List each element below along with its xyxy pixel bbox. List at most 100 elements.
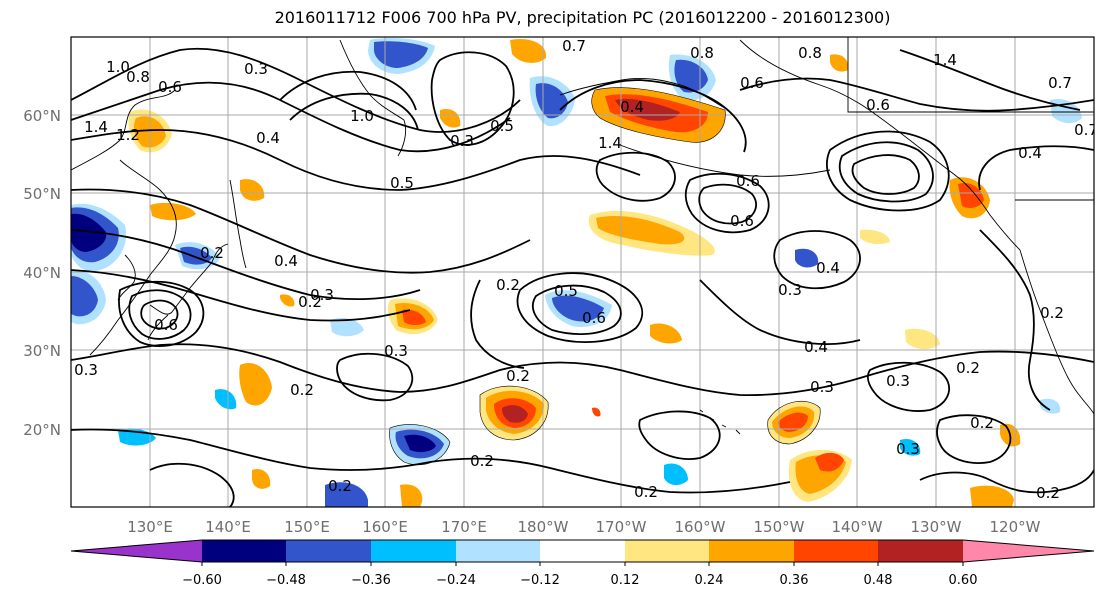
- contour-label: 0.2: [970, 414, 994, 432]
- contour-label: 0.4: [816, 259, 840, 277]
- longitude-label: 130°W: [911, 518, 962, 536]
- positive-precip-area: [860, 229, 890, 245]
- longitude-labels: 130°E 140°E 150°E 160°E 170°E 180°W 170°W 160°W…: [127, 518, 1040, 536]
- aleutian-islands: [619, 144, 831, 177]
- pv-contour-line: [739, 77, 1094, 112]
- positive-precip-area: [592, 407, 601, 417]
- pv-contour-line: [71, 129, 641, 191]
- coastlines: [71, 37, 1094, 435]
- contour-label: 0.2: [506, 367, 530, 385]
- positive-precip-area: [402, 309, 426, 325]
- negative-precip-area: [325, 482, 368, 507]
- pv-contour-line: [899, 49, 1081, 111]
- negative-precip-area: [374, 41, 428, 68]
- contour-label: 0.3: [244, 60, 268, 78]
- contour-label: 0.8: [798, 44, 822, 62]
- positive-precip-area: [650, 323, 682, 344]
- latitude-label: 60°N: [23, 107, 61, 125]
- pv-contour-line: [838, 141, 934, 203]
- contour-label: 0.6: [736, 172, 760, 190]
- contour-label: 1.2: [116, 126, 140, 144]
- pv-contour-line: [919, 469, 1094, 494]
- positive-precip-area: [830, 54, 849, 72]
- positive-precip-area: [150, 202, 196, 221]
- kamchatka-coastline: [339, 39, 407, 157]
- contour-label: 0.5: [390, 174, 414, 192]
- contour-label: 1.0: [350, 107, 374, 125]
- contour-label: 0.2: [956, 359, 980, 377]
- pv-contour-line: [118, 280, 205, 347]
- pv-contour-line: [531, 284, 622, 335]
- latitude-label: 40°N: [23, 264, 61, 282]
- pv-contour-line: [826, 130, 950, 212]
- positive-precip-area: [905, 328, 940, 350]
- pv-contour-line: [979, 229, 1051, 411]
- contour-label: 0.6: [158, 78, 182, 96]
- positive-precip-area: [280, 294, 295, 307]
- sakhalin-coastline: [229, 179, 247, 269]
- contour-label: 0.6: [866, 96, 890, 114]
- positive-precip-area: [400, 484, 423, 507]
- contour-label: 0.8: [690, 44, 714, 62]
- pv-contour-line: [773, 230, 861, 290]
- pv-contour-line: [128, 289, 192, 340]
- colorbar-tick-label: −0.48: [266, 573, 306, 588]
- map-frame: [70, 36, 1095, 508]
- longitude-label: 160°E: [362, 518, 408, 536]
- pv-contour-line: [936, 414, 1012, 464]
- contour-label: 0.6: [730, 212, 754, 230]
- colorbar-tick-label: −0.12: [520, 573, 560, 588]
- contour-label: 0.4: [274, 252, 298, 270]
- contour-label: 0.3: [450, 132, 474, 150]
- contour-label: 1.0: [106, 58, 130, 76]
- contour-label: 0.2: [634, 483, 658, 501]
- contour-label: 0.4: [1018, 144, 1042, 162]
- contour-label: 0.2: [470, 452, 494, 470]
- positive-precip-area: [502, 405, 528, 423]
- longitude-label: 130°E: [127, 518, 173, 536]
- positive-precip-area: [596, 215, 685, 245]
- pv-contour-line: [684, 172, 770, 234]
- colorbar-segment: [794, 540, 878, 562]
- negative-precip-area: [1040, 398, 1061, 414]
- contour-label: 0.2: [328, 477, 352, 495]
- positive-precip-area: [252, 468, 271, 489]
- contour-label: 0.3: [74, 361, 98, 379]
- contour-label: 0.2: [1040, 304, 1064, 322]
- latitude-labels: 60°N 50°N 40°N 30°N 20°N: [23, 107, 61, 439]
- negative-precip-area: [795, 248, 819, 268]
- positive-precip-area: [778, 412, 808, 432]
- pv-contour-line: [336, 352, 414, 402]
- contour-label: 0.6: [154, 316, 178, 334]
- contour-label: 0.6: [582, 309, 606, 327]
- contour-label: 0.7: [562, 37, 586, 55]
- contour-label: 0.4: [804, 338, 828, 356]
- contour-label: 0.2: [496, 276, 520, 294]
- positive-precip-area: [815, 452, 844, 472]
- pv-contour-line: [71, 343, 1094, 397]
- longitude-label: 150°E: [284, 518, 330, 536]
- negative-precip-area: [900, 438, 921, 456]
- pv-contour-line: [851, 154, 920, 195]
- contour-label: 0.3: [896, 440, 920, 458]
- alaska-coastline: [559, 39, 1021, 251]
- contour-label: 0.2: [200, 244, 224, 262]
- contour-labels: 1.00.80.60.30.7 0.8 0.8 1.40.71.4 1.2 0.41.00…: [74, 37, 1094, 502]
- contour-label: 1.4: [84, 118, 108, 136]
- pv-contour-line: [140, 299, 179, 330]
- negative-precip-area: [215, 389, 237, 410]
- pv-contour-line: [638, 410, 721, 460]
- contour-label: 0.4: [256, 129, 280, 147]
- colorbar-tick-labels: −0.60 −0.48 −0.36 −0.24 −0.12 0.12 0.24 0.36 0.4…: [182, 562, 977, 588]
- positive-precip-area: [240, 179, 265, 201]
- pv-contour-line: [71, 428, 791, 494]
- colorbar-segment: [963, 540, 1094, 562]
- colorbar-segment: [878, 540, 963, 562]
- negative-precip-area: [71, 213, 107, 252]
- map-title: 2016011712 F006 700 hPa PV, precipitatio…: [274, 8, 891, 27]
- positive-precip-area: [239, 362, 272, 406]
- pv-contour-line: [699, 279, 861, 345]
- canada-border: [847, 37, 1094, 113]
- contour-label: 0.4: [620, 98, 644, 116]
- pv-contour-line: [978, 145, 1094, 191]
